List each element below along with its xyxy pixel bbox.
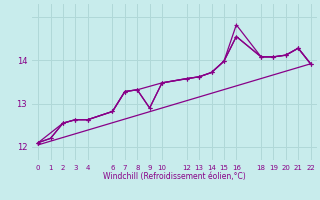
X-axis label: Windchill (Refroidissement éolien,°C): Windchill (Refroidissement éolien,°C) <box>103 172 246 181</box>
